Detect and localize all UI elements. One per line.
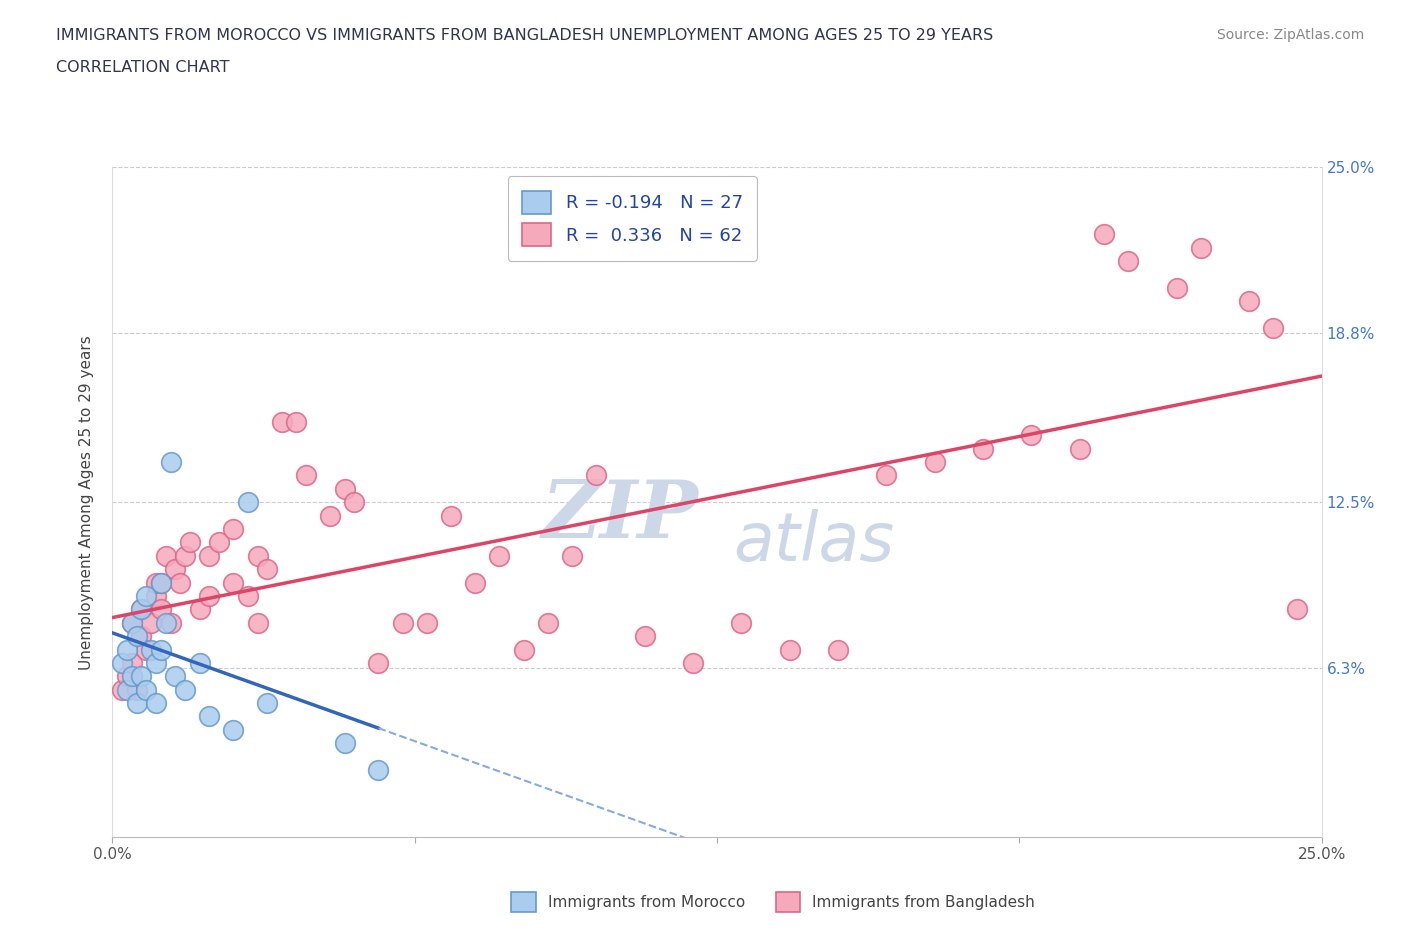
Point [125, 683, 148, 698]
Point [145, 696, 167, 711]
Point [416, 616, 439, 631]
Point [131, 602, 153, 617]
Point [149, 575, 172, 590]
Point [111, 683, 134, 698]
Point [159, 455, 181, 470]
Point [115, 642, 138, 657]
Point [246, 549, 269, 564]
Point [169, 575, 191, 590]
Point [633, 629, 655, 644]
Point [440, 508, 463, 523]
Point [135, 683, 157, 698]
Point [165, 669, 187, 684]
Point [333, 482, 356, 497]
Point [1116, 254, 1139, 269]
Point [1286, 602, 1309, 617]
Point [131, 669, 153, 684]
Point [1263, 321, 1285, 336]
Point [188, 656, 211, 671]
Point [827, 642, 849, 657]
Point [343, 495, 366, 510]
Point [1237, 294, 1260, 309]
Point [270, 415, 292, 430]
Point [333, 736, 356, 751]
Point [236, 495, 259, 510]
Point [115, 669, 138, 684]
Point [319, 508, 342, 523]
Point [174, 549, 197, 564]
Point [972, 441, 994, 456]
Point [165, 562, 187, 577]
Point [682, 656, 704, 671]
Point [236, 589, 259, 604]
Point [121, 616, 143, 631]
Legend: R = -0.194   N = 27, R =  0.336   N = 62: R = -0.194 N = 27, R = 0.336 N = 62 [508, 177, 756, 260]
Point [155, 616, 177, 631]
Point [924, 455, 946, 470]
Point [135, 642, 157, 657]
Text: ZIP: ZIP [541, 477, 699, 554]
Y-axis label: Unemployment Among Ages 25 to 29 years: Unemployment Among Ages 25 to 29 years [79, 335, 94, 670]
Point [1166, 281, 1188, 296]
Point [115, 683, 138, 698]
Point [1021, 428, 1043, 443]
Point [149, 602, 172, 617]
Point [188, 602, 211, 617]
Point [1189, 240, 1212, 255]
Point [141, 616, 163, 631]
Point [512, 642, 534, 657]
Point [256, 696, 278, 711]
Text: Source: ZipAtlas.com: Source: ZipAtlas.com [1216, 28, 1364, 42]
Point [730, 616, 752, 631]
Point [198, 709, 221, 724]
Point [779, 642, 801, 657]
Point [198, 589, 221, 604]
Point [111, 656, 134, 671]
Point [256, 562, 278, 577]
Point [367, 656, 389, 671]
Point [145, 656, 167, 671]
Point [488, 549, 510, 564]
Point [145, 575, 167, 590]
Point [145, 589, 167, 604]
Point [198, 549, 221, 564]
Point [222, 522, 245, 537]
Point [179, 535, 201, 550]
Point [285, 415, 308, 430]
Point [464, 575, 486, 590]
Point [391, 616, 413, 631]
Point [1092, 227, 1115, 242]
Text: atlas: atlas [734, 510, 894, 576]
Point [159, 616, 181, 631]
Point [121, 656, 143, 671]
Point [1069, 441, 1091, 456]
Point [121, 669, 143, 684]
Point [155, 549, 177, 564]
Point [875, 468, 897, 483]
Point [585, 468, 607, 483]
Point [174, 683, 197, 698]
Legend: Immigrants from Morocco, Immigrants from Bangladesh: Immigrants from Morocco, Immigrants from… [505, 886, 1042, 918]
Point [222, 723, 245, 737]
Text: IMMIGRANTS FROM MOROCCO VS IMMIGRANTS FROM BANGLADESH UNEMPLOYMENT AMONG AGES 25: IMMIGRANTS FROM MOROCCO VS IMMIGRANTS FR… [56, 28, 994, 43]
Point [537, 616, 560, 631]
Point [561, 549, 583, 564]
Point [141, 642, 163, 657]
Text: CORRELATION CHART: CORRELATION CHART [56, 60, 229, 75]
Point [246, 616, 269, 631]
Point [131, 602, 153, 617]
Point [121, 616, 143, 631]
Point [295, 468, 318, 483]
Point [135, 589, 157, 604]
Point [131, 629, 153, 644]
Point [125, 629, 148, 644]
Point [149, 642, 172, 657]
Point [125, 696, 148, 711]
Point [149, 575, 172, 590]
Point [367, 763, 389, 777]
Point [208, 535, 231, 550]
Point [222, 575, 245, 590]
